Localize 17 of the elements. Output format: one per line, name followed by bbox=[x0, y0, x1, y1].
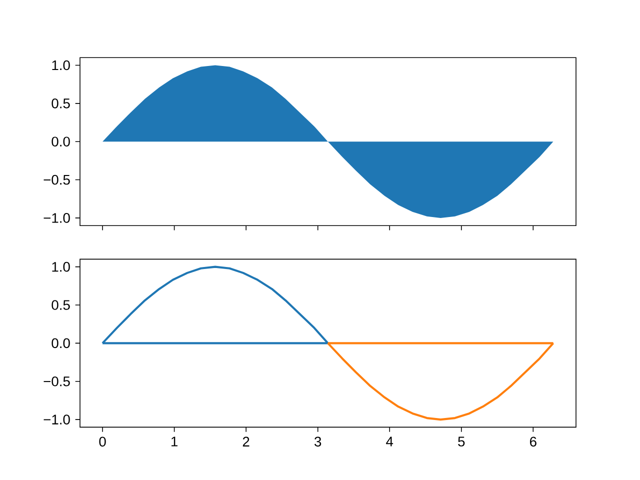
y-tick-label: 1.0 bbox=[52, 60, 70, 70]
y-tick-label: 0.5 bbox=[52, 300, 70, 310]
x-tick-label: 2 bbox=[242, 436, 250, 446]
x-tick-label: 5 bbox=[458, 436, 465, 446]
y-tick-label: 0.5 bbox=[52, 98, 70, 108]
y-tick-label: −1.0 bbox=[44, 213, 70, 223]
y-tick-label: 0.0 bbox=[52, 338, 70, 348]
y-tick-label: −1.0 bbox=[44, 414, 70, 424]
y-tick-label: −0.5 bbox=[44, 376, 70, 386]
x-tick-label: 4 bbox=[386, 436, 394, 446]
x-tick-label: 0 bbox=[99, 436, 106, 447]
y-tick-label: 0.0 bbox=[52, 136, 70, 146]
x-tick-label: 1 bbox=[172, 436, 178, 446]
y-tick-label: −0.5 bbox=[44, 174, 70, 185]
x-tick-label: 3 bbox=[314, 436, 322, 447]
y-tick-label: 1.0 bbox=[52, 262, 70, 272]
x-tick-label: 6 bbox=[530, 436, 536, 447]
